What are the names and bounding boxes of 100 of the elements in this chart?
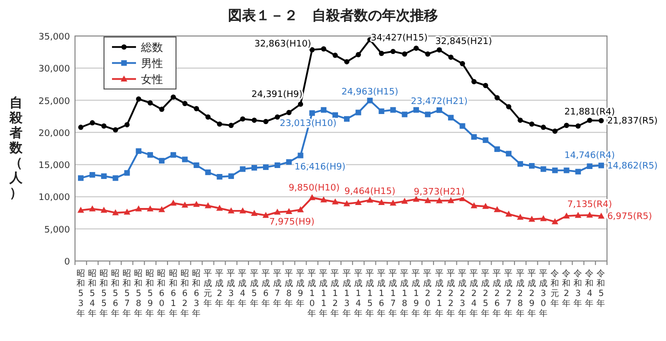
y-tick-label: 15,000: [38, 161, 70, 172]
x-tick-label: 平成22年: [446, 269, 456, 319]
point: [136, 148, 142, 154]
point: [424, 197, 432, 204]
point: [470, 202, 478, 208]
point: [148, 100, 153, 106]
point: [366, 196, 374, 203]
point: [182, 100, 188, 106]
point: [517, 161, 524, 167]
x-tick-label: 平成19年: [412, 269, 421, 319]
point: [378, 108, 384, 114]
point: [586, 212, 593, 218]
point: [298, 152, 304, 158]
point: [586, 163, 592, 170]
x-tick-label: 平成12年: [330, 269, 340, 319]
data-label: 9,373(H21): [414, 188, 465, 198]
point: [216, 204, 223, 211]
x-tick-label: 令和2年: [562, 268, 572, 309]
point: [552, 128, 558, 134]
point: [228, 207, 234, 214]
point: [112, 209, 119, 216]
x-tick-label: 平成24年: [470, 269, 478, 319]
point: [574, 212, 582, 218]
x-tick-label: 平成7年: [272, 269, 282, 309]
point: [146, 205, 154, 212]
point: [401, 198, 408, 204]
point: [205, 169, 211, 176]
point: [529, 121, 534, 127]
point: [194, 106, 200, 112]
point: [77, 206, 84, 213]
point: [194, 162, 200, 168]
point: [252, 118, 257, 123]
x-tick-label: 平成17年: [388, 269, 398, 319]
point: [540, 215, 547, 222]
point: [286, 159, 292, 165]
point: [425, 51, 430, 57]
point: [216, 121, 222, 127]
data-label: 14,862(R5): [607, 161, 658, 172]
point: [251, 164, 258, 171]
point: [159, 106, 164, 112]
data-label: 24,391(H9): [252, 90, 303, 100]
y-tick-label: 20,000: [38, 128, 70, 139]
x-tick-label: 平成25年: [481, 269, 490, 319]
point: [89, 205, 96, 212]
x-tick-label: 令和元年: [550, 268, 560, 309]
x-tick-label: 平成4年: [238, 269, 248, 309]
point: [448, 197, 454, 204]
point: [344, 116, 350, 122]
x-tick-label: 平成29年: [527, 269, 536, 319]
point: [158, 206, 166, 212]
y-tick-label: 35,000: [38, 32, 70, 42]
point: [482, 82, 488, 88]
x-tick-label: 平成27年: [504, 269, 514, 319]
y-tick-label: 25,000: [38, 96, 70, 107]
point: [204, 202, 212, 208]
point: [540, 124, 546, 130]
point: [413, 107, 419, 113]
point: [355, 199, 362, 205]
point: [298, 102, 304, 107]
point: [471, 134, 477, 140]
point: [575, 123, 581, 129]
y-axis-title: 自殺者数（人）: [8, 96, 24, 201]
x-tick-label: 令和4年: [585, 268, 594, 309]
point: [482, 202, 489, 209]
point: [436, 107, 442, 113]
point: [552, 168, 558, 174]
point: [78, 124, 84, 130]
x-tick-label: 平成6年: [261, 269, 270, 309]
x-tick-label: 平成16年: [376, 269, 386, 319]
point: [598, 118, 604, 124]
point: [518, 118, 523, 123]
data-label: 9,464(H15): [344, 187, 396, 198]
x-tick-label: 昭和63年: [192, 268, 201, 319]
point: [367, 98, 373, 104]
point: [552, 218, 558, 224]
point: [402, 51, 408, 57]
point: [263, 164, 269, 170]
data-label: 6,975(R5): [607, 212, 652, 222]
point: [147, 152, 153, 158]
point: [598, 162, 604, 168]
point: [90, 172, 96, 178]
point: [378, 50, 384, 56]
y-tick-label: 30,000: [38, 64, 70, 75]
point: [587, 118, 592, 123]
x-tick-label: 平成9年: [296, 269, 306, 309]
point: [112, 175, 118, 181]
point: [436, 47, 442, 52]
x-tick-label: 平成28年: [516, 269, 525, 319]
x-tick-label: 平成20年: [423, 269, 432, 319]
point: [101, 123, 107, 129]
point: [286, 208, 292, 214]
legend-label: 総数: [140, 41, 163, 54]
point: [356, 110, 362, 116]
point: [320, 107, 326, 113]
x-tick-label: 昭和55年: [99, 268, 108, 319]
x-tick-label: 昭和53年: [76, 268, 86, 319]
point: [320, 196, 327, 202]
point: [378, 199, 385, 205]
point: [516, 214, 524, 220]
point: [471, 79, 477, 84]
